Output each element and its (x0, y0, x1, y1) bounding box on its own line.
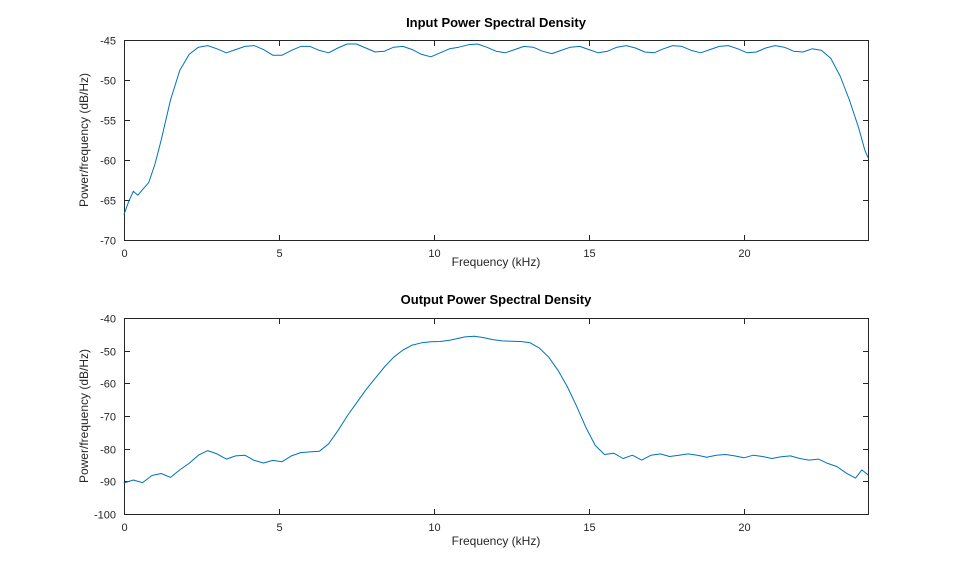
output-psd-ylabel: Power/frequency (dB/Hz) (77, 348, 91, 484)
x-tick-label: 5 (276, 522, 282, 534)
y-tick-label: -70 (100, 236, 116, 248)
y-tick-label: -50 (100, 76, 116, 88)
x-tick-label: 20 (738, 248, 750, 260)
y-tick-label: -100 (94, 510, 116, 522)
y-tick-label: -40 (100, 314, 116, 326)
psd-curve (123, 43, 869, 215)
y-tick-label: -55 (100, 116, 116, 128)
y-tick-label: -45 (100, 36, 116, 48)
plot-box (124, 318, 869, 515)
input-psd-ylabel: Power/frequency (dB/Hz) (77, 72, 91, 208)
y-tick-label: -50 (100, 347, 116, 359)
x-tick-label: 15 (583, 522, 595, 534)
y-tick-label: -70 (100, 412, 116, 424)
x-tick-label: 10 (428, 522, 440, 534)
y-tick-label: -90 (100, 477, 116, 489)
x-tick-label: 0 (121, 522, 127, 534)
psd-curve (123, 335, 869, 484)
plot-box (124, 40, 869, 241)
y-tick-label: -65 (100, 196, 116, 208)
input-psd-title: Input Power Spectral Density (406, 15, 586, 30)
y-tick-label: -80 (100, 445, 116, 457)
x-tick-label: 20 (738, 522, 750, 534)
x-tick-label: 0 (121, 248, 127, 260)
x-tick-label: 5 (276, 248, 282, 260)
y-tick-label: -60 (100, 379, 116, 391)
x-tick-label: 10 (428, 248, 440, 260)
y-tick-label: -60 (100, 156, 116, 168)
x-tick-label: 15 (583, 248, 595, 260)
input-psd-xlabel: Frequency (kHz) (451, 255, 541, 269)
output-psd-xlabel: Frequency (kHz) (451, 534, 541, 548)
output-psd-title: Output Power Spectral Density (400, 292, 592, 307)
